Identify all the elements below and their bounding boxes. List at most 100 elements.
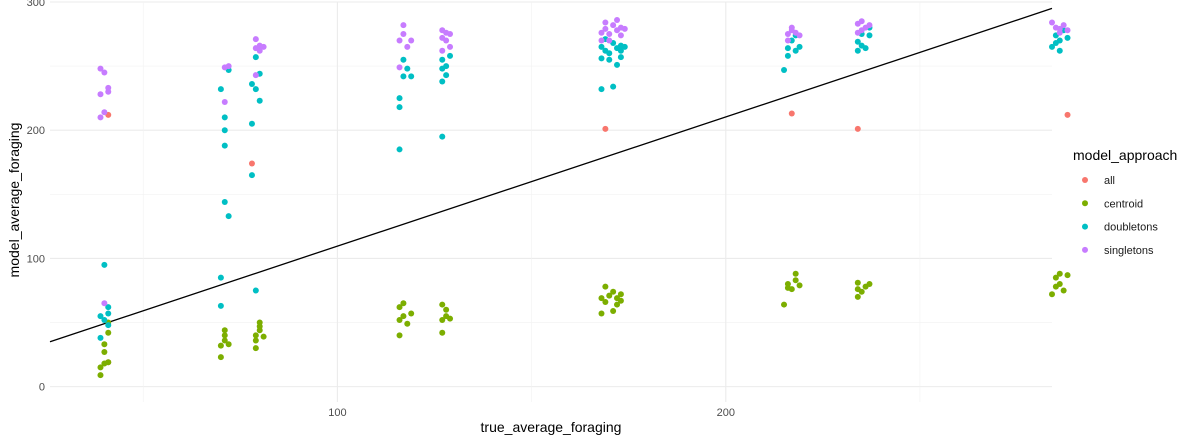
legend-label-centroid: centroid — [1104, 198, 1143, 210]
point-doubletons — [598, 43, 605, 50]
point-singletons — [602, 25, 609, 32]
legend-key-singletons — [1082, 246, 1088, 253]
point-singletons — [1049, 19, 1055, 26]
point-centroid — [1056, 281, 1063, 288]
point-singletons — [610, 22, 617, 29]
point-centroid — [101, 349, 108, 355]
point-singletons — [866, 22, 873, 29]
point-doubletons — [221, 127, 228, 134]
point-singletons — [396, 37, 403, 44]
point-singletons — [614, 16, 621, 23]
point-all — [248, 160, 255, 167]
legend-key-centroid — [1082, 200, 1088, 207]
point-doubletons — [598, 86, 605, 93]
point-singletons — [101, 109, 108, 116]
point-centroid — [796, 282, 803, 289]
point-centroid — [439, 316, 446, 323]
legend-label-singletons: singletons — [1104, 245, 1154, 257]
point-doubletons — [256, 97, 263, 104]
point-all — [788, 110, 795, 117]
point-centroid — [781, 301, 788, 308]
point-all — [1064, 111, 1071, 118]
point-centroid — [784, 281, 791, 288]
point-singletons — [408, 37, 415, 44]
point-singletons — [101, 69, 108, 76]
point-singletons — [598, 37, 605, 44]
point-doubletons — [447, 52, 454, 59]
x-tick-labels: 100 200 — [328, 407, 735, 419]
point-centroid — [1064, 272, 1071, 279]
point-doubletons — [252, 86, 259, 93]
point-doubletons — [1064, 34, 1071, 41]
point-centroid — [221, 337, 228, 344]
point-doubletons — [862, 45, 869, 52]
point-doubletons — [97, 334, 104, 341]
point-centroid — [396, 316, 403, 323]
point-doubletons — [439, 78, 446, 85]
point-doubletons — [221, 142, 228, 149]
point-doubletons — [217, 302, 224, 309]
legend: model_approach all centroid doubletons sing… — [1073, 147, 1177, 257]
point-doubletons — [252, 54, 259, 61]
point-doubletons — [792, 47, 799, 54]
point-singletons — [606, 37, 613, 44]
point-doubletons — [617, 54, 624, 61]
point-centroid — [617, 291, 624, 298]
point-singletons — [252, 72, 259, 79]
point-doubletons — [105, 304, 112, 311]
point-doubletons — [252, 287, 259, 294]
point-singletons — [443, 37, 450, 44]
point-singletons — [858, 18, 865, 25]
point-centroid — [443, 306, 450, 313]
point-centroid — [217, 354, 224, 361]
point-centroid — [400, 300, 407, 307]
point-doubletons — [101, 261, 108, 268]
point-singletons — [97, 91, 104, 98]
point-centroid — [221, 332, 228, 339]
point-centroid — [792, 277, 799, 284]
point-centroid — [1052, 274, 1059, 281]
point-centroid — [792, 270, 799, 277]
reference-line-group — [49, 7, 1053, 343]
point-singletons — [606, 31, 613, 38]
point-doubletons — [1049, 43, 1055, 50]
point-doubletons — [396, 95, 403, 102]
point-singletons — [260, 43, 267, 50]
point-singletons — [1064, 27, 1071, 34]
point-centroid — [105, 329, 112, 336]
point-centroid — [602, 283, 609, 290]
point-centroid — [866, 281, 873, 288]
point-singletons — [796, 32, 803, 39]
point-singletons — [225, 63, 232, 70]
y-tick-label: 200 — [27, 125, 45, 137]
point-doubletons — [439, 56, 446, 63]
point-doubletons — [221, 114, 228, 121]
point-centroid — [617, 297, 624, 304]
point-singletons — [105, 84, 112, 91]
point-singletons — [1056, 29, 1063, 36]
point-centroid — [439, 329, 446, 336]
point-singletons — [101, 300, 108, 307]
point-doubletons — [854, 47, 861, 54]
point-doubletons — [97, 313, 104, 320]
point-centroid — [260, 333, 267, 340]
point-doubletons — [784, 45, 791, 52]
point-centroid — [225, 341, 232, 348]
point-singletons — [256, 47, 263, 54]
point-doubletons — [617, 47, 624, 54]
point-doubletons — [443, 72, 450, 79]
legend-label-all: all — [1104, 175, 1115, 187]
point-doubletons — [598, 55, 605, 62]
point-doubletons — [614, 61, 621, 68]
point-centroid — [610, 307, 617, 314]
point-centroid — [97, 372, 104, 379]
point-centroid — [614, 301, 621, 308]
point-doubletons — [217, 86, 224, 93]
point-singletons — [784, 37, 791, 44]
point-doubletons — [105, 310, 112, 317]
point-centroid — [858, 288, 865, 295]
point-centroid — [602, 299, 609, 305]
point-centroid — [1049, 291, 1055, 298]
data-points — [97, 16, 1071, 379]
